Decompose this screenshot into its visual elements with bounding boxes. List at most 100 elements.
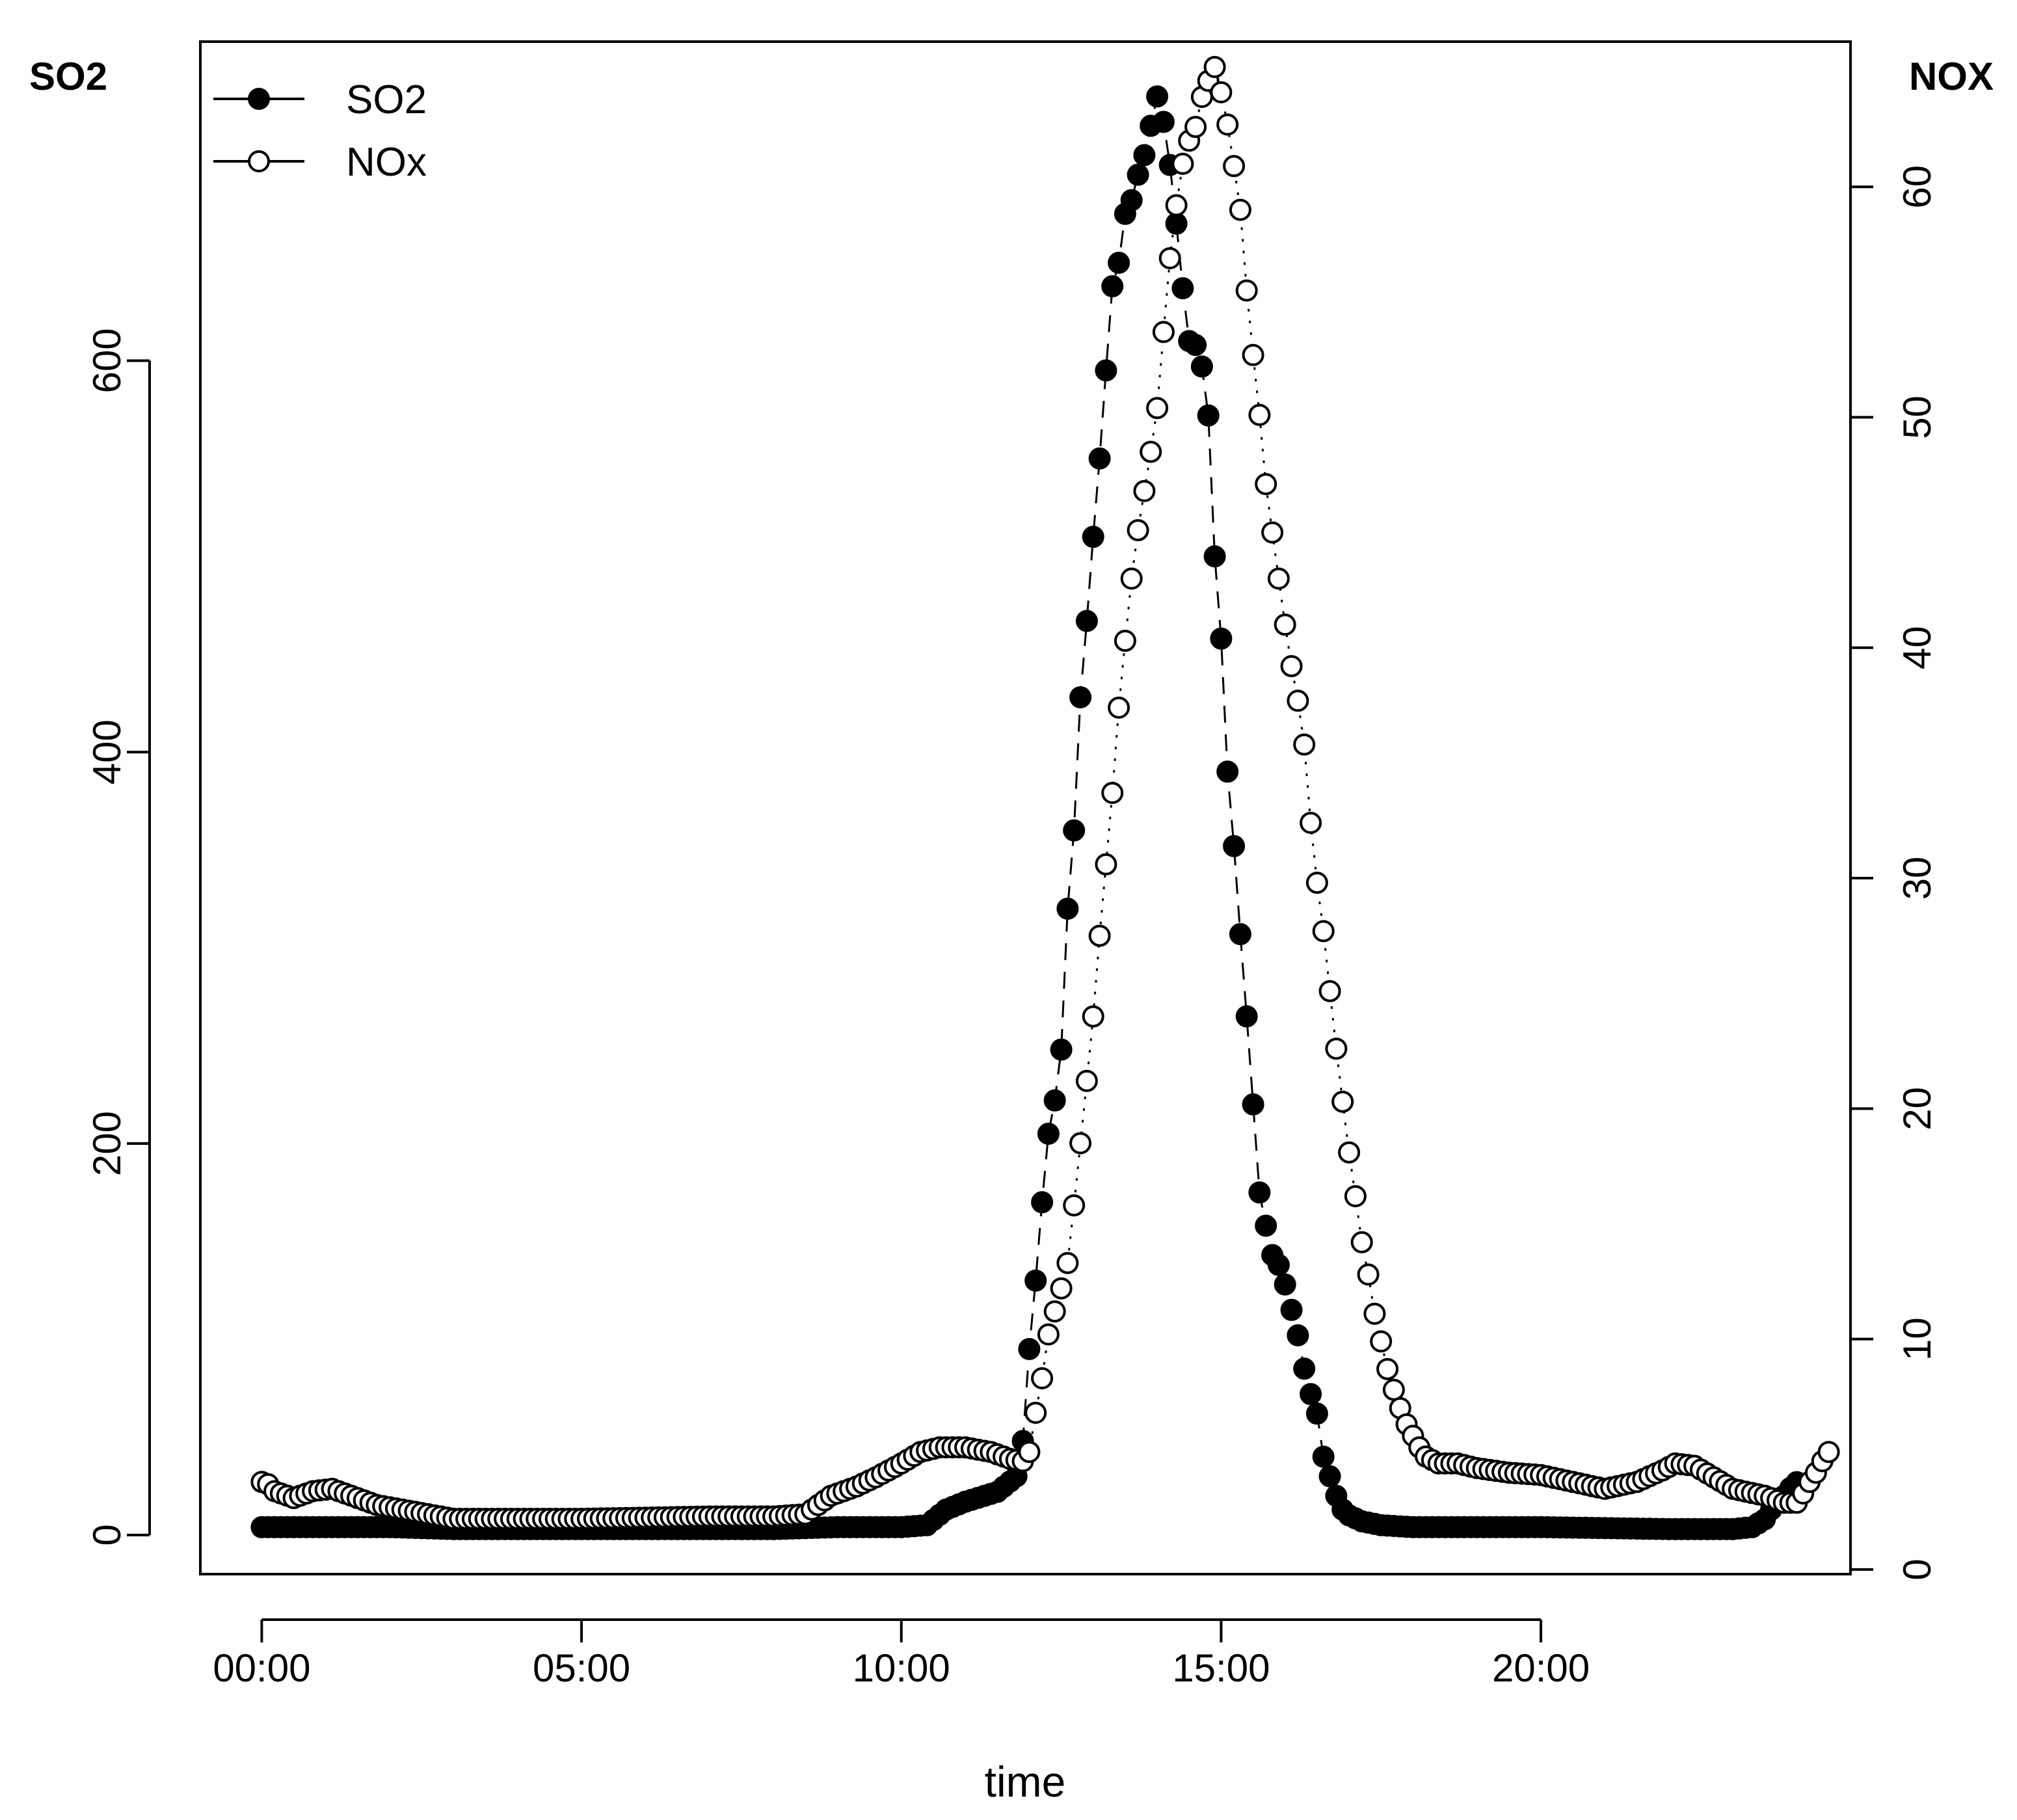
- data-point-nox: [1248, 403, 1271, 426]
- right-y-tick-label: 60: [1895, 165, 1939, 209]
- data-point-nox: [1037, 1323, 1060, 1346]
- data-point-so2: [1082, 526, 1104, 548]
- data-point-so2: [1274, 1273, 1296, 1296]
- data-point-nox: [1140, 440, 1162, 463]
- data-point-nox: [1171, 152, 1194, 175]
- left-y-tick-label: 600: [85, 328, 129, 393]
- data-point-so2: [1063, 819, 1086, 842]
- left-y-tick-label: 400: [85, 719, 129, 784]
- data-point-so2: [1248, 1181, 1271, 1204]
- data-point-nox: [1817, 1441, 1840, 1464]
- data-point-so2: [1203, 545, 1226, 568]
- data-point-nox: [1095, 853, 1117, 876]
- legend-label-nox: NOx: [346, 140, 427, 185]
- data-point-nox: [1300, 812, 1322, 834]
- right-y-tick-label: 40: [1895, 626, 1939, 669]
- data-point-nox: [1031, 1367, 1054, 1389]
- data-point-so2: [1255, 1214, 1277, 1237]
- data-point-so2: [1133, 144, 1156, 167]
- legend-marker-so2: [248, 88, 270, 110]
- data-point-nox: [1223, 155, 1246, 178]
- data-point-so2: [1216, 760, 1239, 783]
- data-point-so2: [1235, 1005, 1258, 1028]
- data-point-nox: [1235, 279, 1258, 302]
- data-point-so2: [1127, 163, 1149, 186]
- legend: SO2 NOx: [213, 77, 427, 185]
- data-point-nox: [1184, 116, 1207, 139]
- x-tick-label: 10:00: [853, 1646, 950, 1690]
- data-point-so2: [1088, 447, 1111, 470]
- data-point-so2: [1300, 1383, 1322, 1406]
- data-point-so2: [1287, 1324, 1309, 1346]
- data-point-nox: [1344, 1185, 1367, 1207]
- data-point-nox: [1229, 198, 1251, 221]
- data-point-so2: [1190, 355, 1213, 378]
- data-point-so2: [1069, 686, 1092, 708]
- data-point-nox: [1370, 1330, 1393, 1353]
- data-point-so2: [1267, 1253, 1290, 1276]
- data-point-nox: [1146, 397, 1169, 420]
- data-point-nox: [1325, 1037, 1348, 1060]
- left-y-tick-label: 200: [85, 1111, 129, 1176]
- data-point-nox: [1133, 479, 1156, 502]
- data-point-so2: [1171, 277, 1194, 300]
- axes: 00:00 05:00 10:00 15:00 20:00 0 200 400 600 0 10 20…: [85, 165, 1939, 1690]
- x-tick-label: 20:00: [1492, 1646, 1590, 1690]
- data-point-nox: [1127, 519, 1149, 542]
- data-point-nox: [1056, 1251, 1079, 1274]
- data-point-so2: [1043, 1089, 1066, 1112]
- data-point-so2: [1095, 359, 1117, 382]
- legend-marker-nox: [248, 150, 270, 172]
- data-point-so2: [1024, 1269, 1047, 1292]
- data-point-so2: [1223, 835, 1246, 857]
- data-point-so2: [1108, 252, 1130, 274]
- data-point-so2: [1318, 1465, 1341, 1488]
- data-point-nox: [1101, 782, 1124, 804]
- x-tick-label: 15:00: [1172, 1646, 1270, 1690]
- data-point-so2: [1210, 627, 1233, 650]
- data-point-so2: [1101, 275, 1124, 298]
- data-point-so2: [1018, 1338, 1041, 1360]
- data-point-nox: [1305, 872, 1328, 894]
- data-point-so2: [1293, 1358, 1316, 1380]
- data-point-nox: [1255, 473, 1277, 496]
- data-point-nox: [1050, 1277, 1073, 1300]
- data-point-nox: [1158, 247, 1181, 269]
- data-point-so2: [1152, 111, 1175, 133]
- x-tick-label: 05:00: [533, 1646, 630, 1690]
- right-y-tick-label: 10: [1895, 1317, 1939, 1361]
- data-point-so2: [1229, 923, 1251, 946]
- left-axis-label: SO2: [29, 55, 107, 98]
- data-point-nox: [1114, 630, 1136, 652]
- data-point-nox: [1075, 1069, 1098, 1092]
- data-point-so2: [1050, 1038, 1073, 1061]
- data-point-nox: [1069, 1132, 1092, 1155]
- data-point-so2: [1184, 334, 1207, 356]
- data-point-so2: [1197, 404, 1220, 427]
- x-axis-title: time: [985, 1758, 1066, 1806]
- right-axis-label: NOX: [1909, 55, 1994, 98]
- data-point-so2: [1056, 898, 1079, 920]
- data-point-so2: [1120, 189, 1143, 211]
- data-point-nox: [1293, 733, 1316, 756]
- x-tick-label: 00:00: [213, 1646, 310, 1690]
- data-point-nox: [1216, 113, 1239, 136]
- left-y-tick-label: 0: [85, 1524, 129, 1546]
- right-y-tick-label: 20: [1895, 1087, 1939, 1131]
- data-point-so2: [1075, 609, 1098, 632]
- data-point-nox: [1043, 1300, 1066, 1323]
- data-point-so2: [1242, 1093, 1264, 1116]
- data-point-so2: [1305, 1402, 1328, 1425]
- data-point-nox: [1274, 613, 1296, 636]
- data-point-nox: [1363, 1302, 1386, 1325]
- data-point-nox: [1312, 920, 1335, 943]
- data-point-nox: [1357, 1263, 1380, 1286]
- legend-item-nox: NOx: [213, 140, 427, 185]
- data-point-nox: [1120, 567, 1143, 590]
- data-point-nox: [1082, 1005, 1104, 1028]
- series-markers: [250, 56, 1840, 1540]
- right-y-tick-label: 30: [1895, 857, 1939, 900]
- data-point-nox: [1331, 1090, 1354, 1113]
